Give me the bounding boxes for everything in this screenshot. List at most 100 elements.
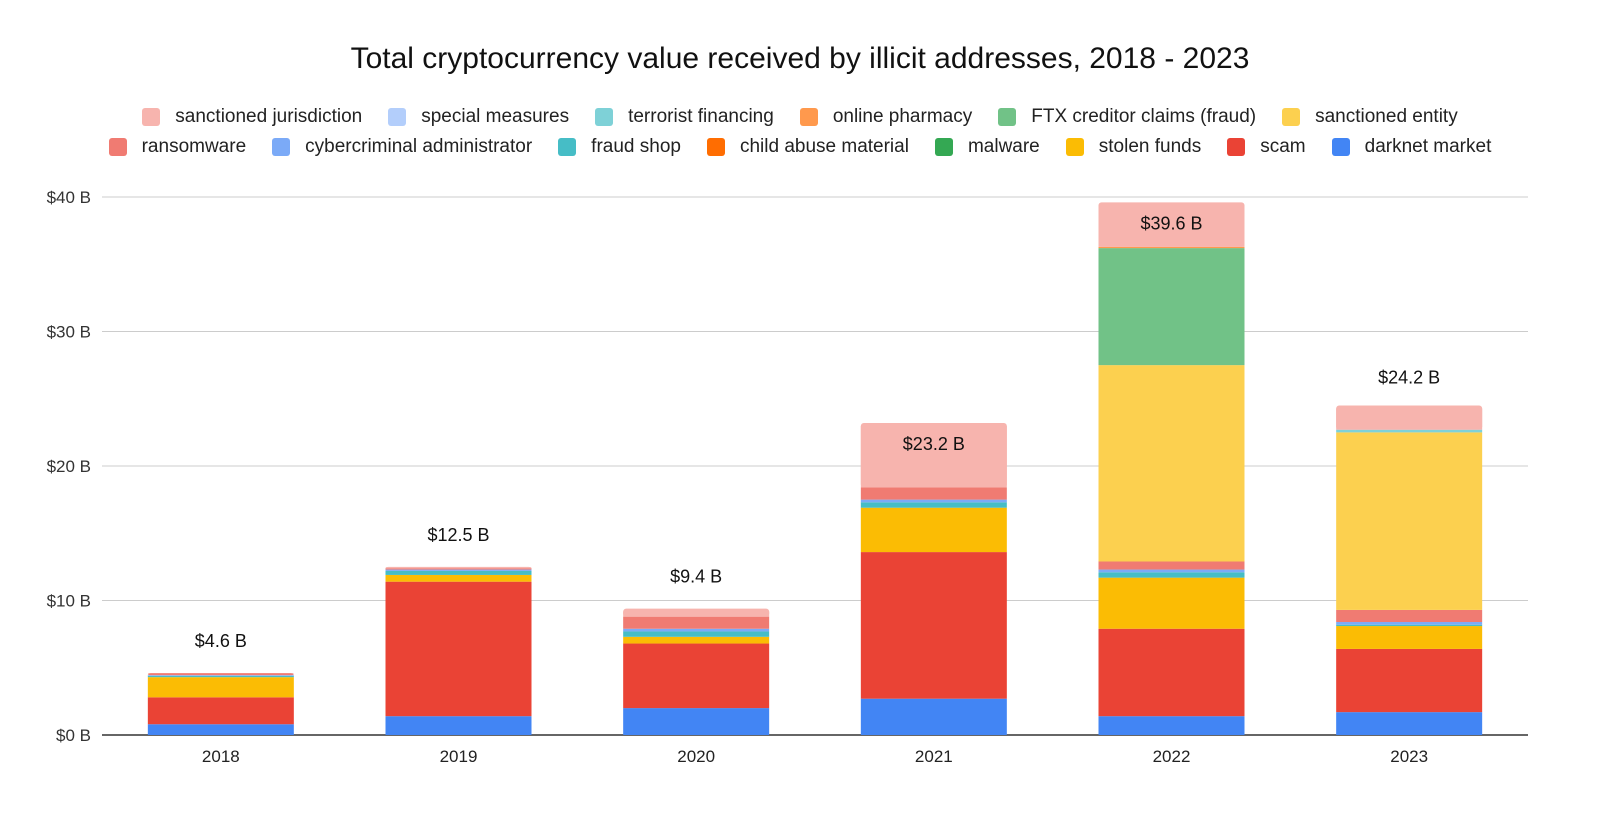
legend-label: ransomware	[141, 136, 247, 157]
bar-segment-cybercriminal-administrator[interactable]	[147, 675, 294, 676]
bar-segment-scam[interactable]	[623, 643, 770, 709]
y-tick-label: $20 B	[47, 457, 91, 476]
legend-swatch	[1065, 138, 1084, 156]
legend-item-ransomware[interactable]: ransomware	[108, 136, 247, 158]
bar-segment-ransomware[interactable]	[623, 616, 770, 629]
legend-swatch	[1282, 108, 1301, 126]
bar-segment-sanctioned-entity[interactable]	[1098, 365, 1245, 562]
legend-label: sanctioned entity	[1315, 106, 1458, 127]
legend-label: sanctioned jurisdiction	[175, 106, 363, 127]
bar-segment-ransomware[interactable]	[385, 568, 532, 570]
legend-label: online pharmacy	[832, 106, 973, 127]
legend-item-sanctioned-jurisdiction[interactable]: sanctioned jurisdiction	[142, 106, 362, 128]
legend-item-darknet-market[interactable]: darknet market	[1331, 136, 1492, 158]
legend-swatch	[934, 138, 953, 156]
legend-swatch	[595, 108, 614, 126]
bar-segment-darknet-market[interactable]	[1098, 716, 1245, 735]
bar-stack-2022	[1098, 202, 1245, 735]
legend-label: cybercriminal administrator	[305, 136, 533, 157]
bar-segment-darknet-market[interactable]	[623, 708, 770, 735]
legend-item-cybercriminal-administrator[interactable]: cybercriminal administrator	[272, 136, 532, 158]
bar-segment-sanctioned-entity[interactable]	[1336, 432, 1483, 610]
legend-label: special measures	[421, 106, 570, 127]
bar-segment-ransomware[interactable]	[1336, 609, 1483, 623]
legend-swatch	[1227, 138, 1246, 156]
legend-label: terrorist financing	[628, 106, 774, 127]
y-tick-label: $10 B	[47, 592, 91, 611]
x-tick-label: 2021	[915, 747, 953, 766]
bar-segment-scam[interactable]	[1098, 628, 1245, 717]
bar-stack-2020	[623, 608, 770, 735]
y-tick-label: $30 B	[47, 323, 91, 342]
y-tick-label: $40 B	[47, 188, 91, 207]
bar-segment-sanctioned-jurisdiction[interactable]	[385, 566, 532, 569]
legend-swatch	[142, 108, 161, 126]
y-tick-label: $0 B	[56, 726, 91, 745]
legend-swatch	[272, 138, 291, 156]
bar-stack-2018	[147, 673, 294, 735]
bar-segment-darknet-market[interactable]	[385, 716, 532, 735]
legend-item-child-abuse-material[interactable]: child abuse material	[706, 136, 909, 158]
legend-item-ftx-creditor-claims-fraud[interactable]: FTX creditor claims (fraud)	[998, 106, 1256, 128]
bar-segment-scam[interactable]	[385, 581, 532, 717]
legend-item-fraud-shop[interactable]: fraud shop	[558, 136, 681, 158]
bar-segment-cybercriminal-administrator[interactable]	[623, 628, 770, 632]
bar-segment-fraud-shop[interactable]	[860, 502, 1007, 508]
bar-segment-stolen-funds[interactable]	[147, 677, 294, 698]
bar-stack-2023	[1336, 405, 1483, 735]
x-tick-label: 2018	[202, 747, 240, 766]
total-label: $39.6 B	[1140, 213, 1202, 233]
bar-segment-fraud-shop[interactable]	[1098, 572, 1245, 578]
bar-segment-fill	[1336, 408, 1483, 430]
bar-segment-fill	[860, 425, 1007, 488]
legend-item-malware[interactable]: malware	[934, 136, 1040, 158]
bar-segment-stolen-funds[interactable]	[385, 574, 532, 582]
bar-segment-scam[interactable]	[860, 552, 1007, 699]
bar-segment-fraud-shop[interactable]	[623, 631, 770, 637]
legend-row-2: ransomware cybercriminal administrator fra…	[0, 136, 1600, 158]
bar-segment-fill	[623, 611, 770, 617]
bar-segment-ransomware[interactable]	[1098, 561, 1245, 570]
legend-label: child abuse material	[739, 136, 909, 157]
bar-segment-fraud-shop[interactable]	[147, 675, 294, 678]
bar-segment-cybercriminal-administrator[interactable]	[1098, 569, 1245, 573]
legend-item-sanctioned-entity[interactable]: sanctioned entity	[1282, 106, 1458, 128]
legend-label: darknet market	[1364, 136, 1492, 157]
bar-segment-terrorist-financing[interactable]	[1336, 429, 1483, 433]
bar-segment-stolen-funds[interactable]	[1336, 626, 1483, 649]
bar-segment-online-pharmacy[interactable]	[1098, 246, 1245, 249]
legend-item-terrorist-financing[interactable]: terrorist financing	[595, 106, 774, 128]
legend-item-scam[interactable]: scam	[1227, 136, 1306, 158]
legend-swatch	[706, 138, 725, 156]
bar-segment-cybercriminal-administrator[interactable]	[385, 569, 532, 571]
legend-swatch	[799, 108, 818, 126]
total-label: $12.5 B	[427, 525, 489, 545]
bar-segment-cybercriminal-administrator[interactable]	[1336, 622, 1483, 625]
bar-segment-ransomware[interactable]	[860, 487, 1007, 500]
legend-item-online-pharmacy[interactable]: online pharmacy	[799, 106, 973, 128]
total-label: $4.6 B	[195, 631, 247, 651]
bar-segment-fraud-shop[interactable]	[385, 570, 532, 575]
bar-segment-darknet-market[interactable]	[860, 698, 1007, 735]
legend-label: malware	[967, 136, 1040, 157]
legend-row-1: sanctioned jurisdiction special measures t…	[0, 106, 1600, 128]
bar-segment-stolen-funds[interactable]	[860, 507, 1007, 553]
legend-item-special-measures[interactable]: special measures	[388, 106, 569, 128]
bar-segment-scam[interactable]	[147, 697, 294, 725]
bar-segment-stolen-funds[interactable]	[623, 636, 770, 644]
bar-segment-scam[interactable]	[1336, 648, 1483, 713]
bar-segment-fraud-shop[interactable]	[1336, 624, 1483, 627]
legend-item-stolen-funds[interactable]: stolen funds	[1065, 136, 1201, 158]
bar-segment-cybercriminal-administrator[interactable]	[860, 499, 1007, 503]
x-tick-label: 2020	[677, 747, 715, 766]
bar-segment-darknet-market[interactable]	[1336, 712, 1483, 735]
legend-swatch	[388, 108, 407, 126]
bar-segment-stolen-funds[interactable]	[1098, 577, 1245, 629]
total-label: $9.4 B	[670, 567, 722, 587]
bar-segment-ftx-creditor-claims-fraud[interactable]	[1098, 248, 1245, 366]
bar-segment-darknet-market[interactable]	[147, 724, 294, 735]
legend-label: FTX creditor claims (fraud)	[1031, 106, 1257, 127]
bar-segment-ransomware[interactable]	[147, 673, 294, 676]
legend-swatch	[558, 138, 577, 156]
